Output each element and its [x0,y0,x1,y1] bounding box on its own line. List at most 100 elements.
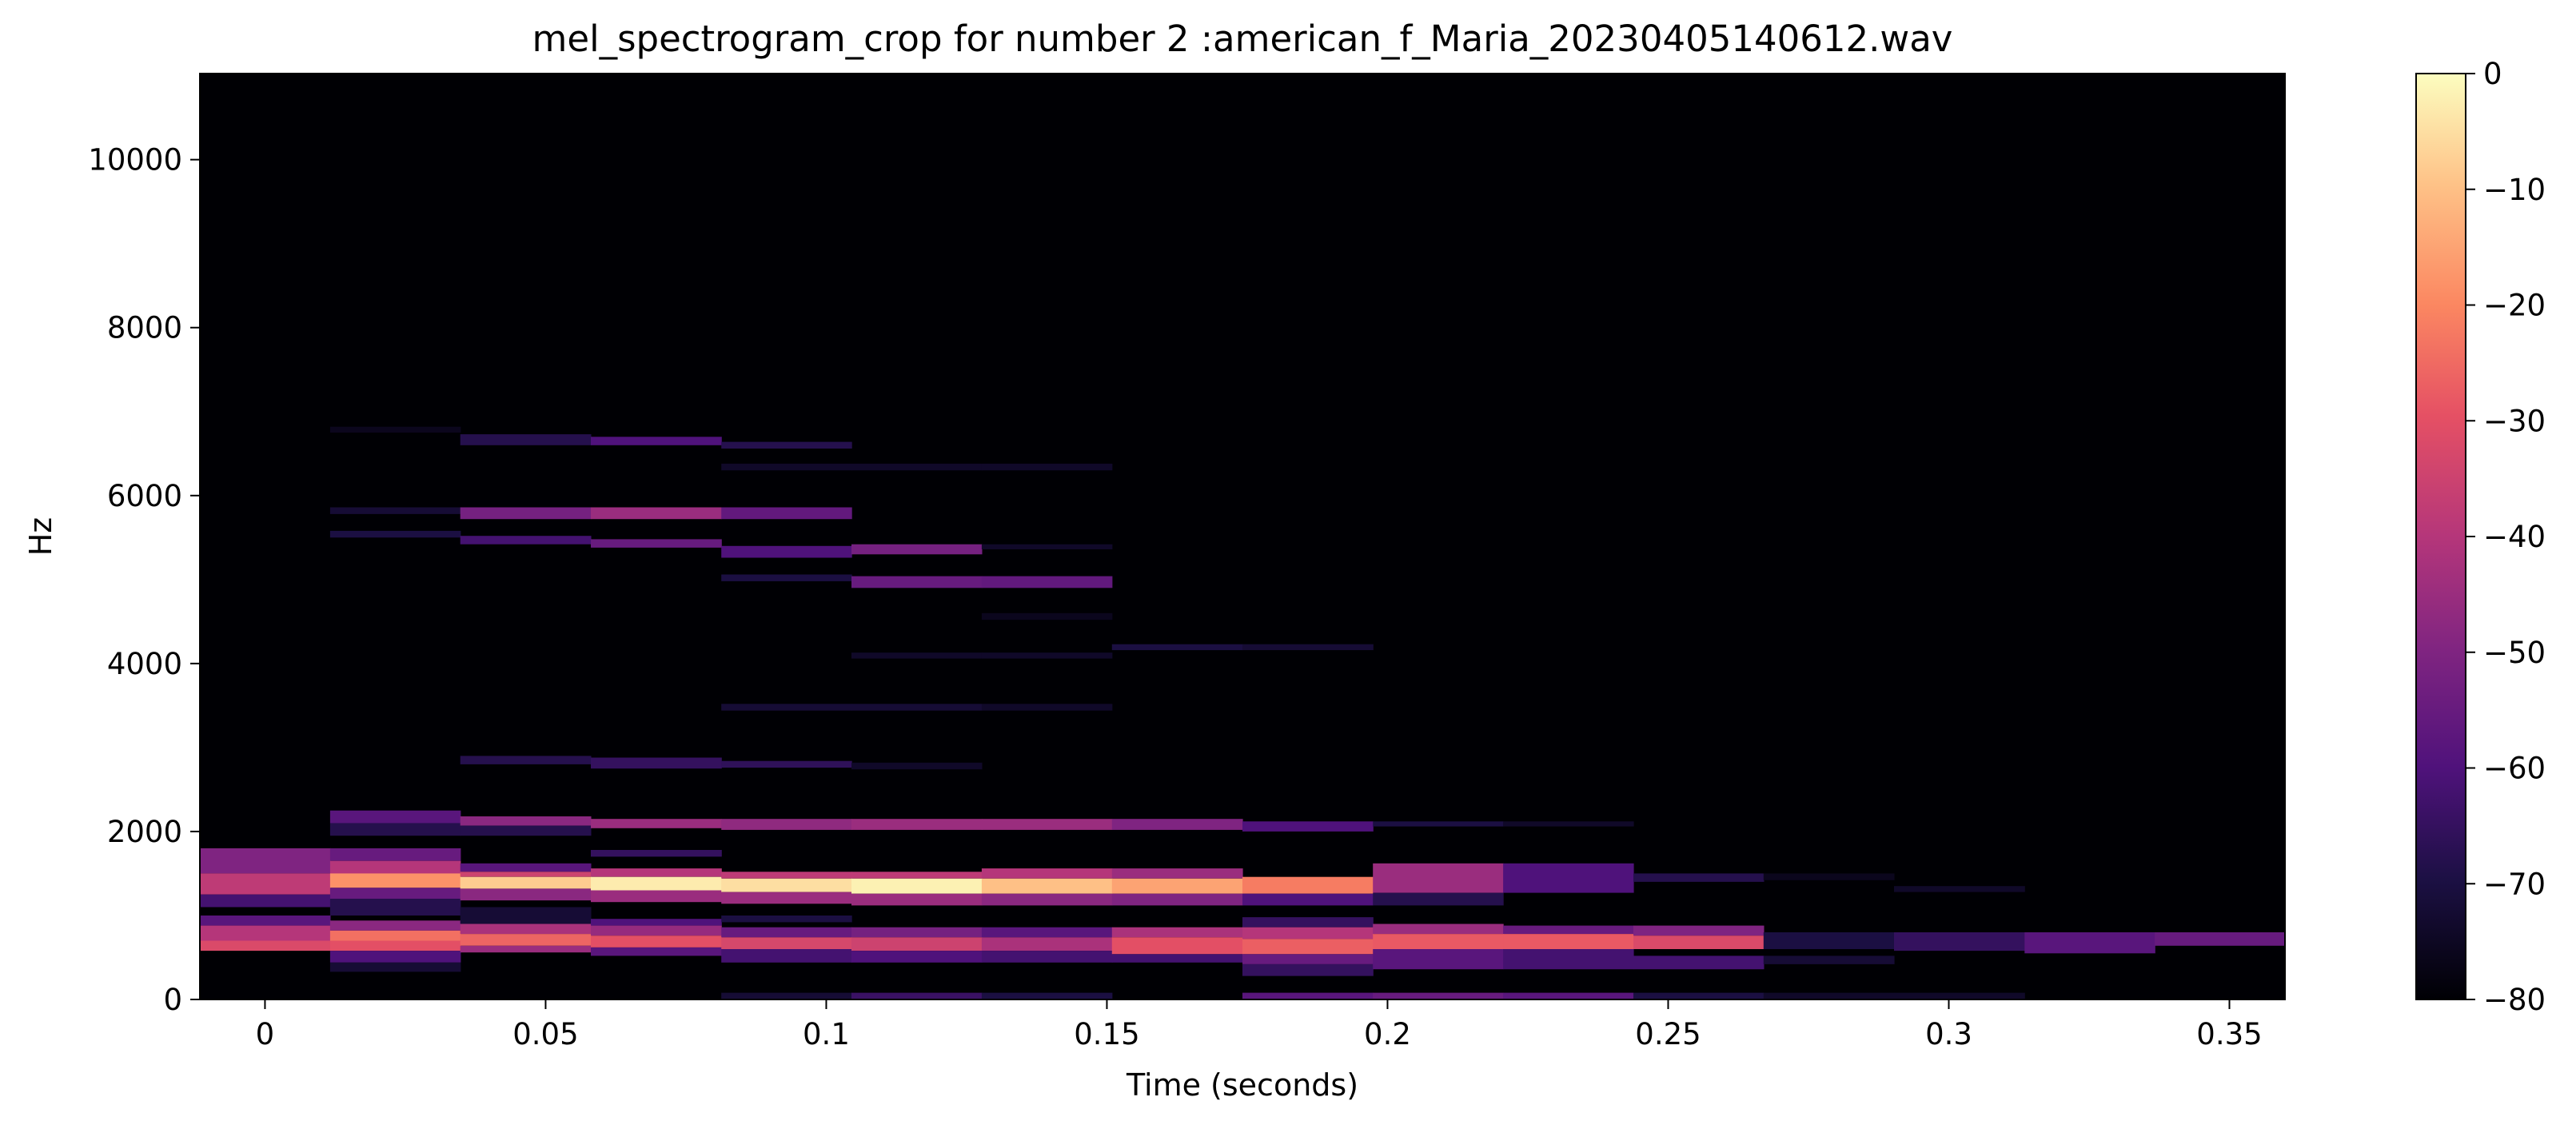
y-tick-label: 0 [163,983,182,1017]
spectrogram-cell [1242,954,1374,964]
spectrogram-cell [1111,819,1243,830]
spectrogram-cell [851,951,983,963]
spectrogram-cell [329,860,461,874]
colorbar-tick-label: −50 [2483,636,2546,670]
spectrogram-cell [1111,937,1243,955]
spectrogram-cell [1242,992,1374,999]
colorbar-tick-label: −70 [2483,867,2546,901]
spectrogram-cell [460,888,592,901]
spectrogram-cell [329,507,461,514]
spectrogram-cell [981,951,1113,963]
spectrogram-cell [1111,954,1243,963]
spectrogram-cell [200,925,331,941]
spectrogram-cell [1894,886,2025,892]
y-tick-label: 8000 [107,311,182,345]
spectrogram-cell [851,463,983,471]
spectrogram-cell [460,924,592,935]
spectrogram-cell [1503,863,1634,893]
y-tick-label: 2000 [107,815,182,849]
spectrogram-cell [851,893,983,906]
spectrogram-cell [200,873,331,895]
spectrogram-cell [460,876,592,889]
spectrogram-cell [329,426,461,433]
spectrogram-cell [721,878,852,892]
colorbar-ticks: 0 −10 −20 −30 −40 −50 −60 −70 −80 [2466,57,2546,1017]
spectrogram-cell [981,878,1113,894]
spectrogram-cell [1242,927,1374,939]
spectrogram-cell [721,992,852,999]
spectrogram-cell [591,890,722,903]
spectrogram-cell [329,530,461,538]
spectrogram-cell [981,868,1113,879]
spectrogram-cell [591,925,722,936]
spectrogram-cell [200,848,331,874]
y-axis-label: Hz [23,517,58,557]
y-tick-label: 10000 [88,143,182,178]
x-tick-label: 0.25 [1635,1017,1701,1051]
spectrogram-cell [1503,821,1634,827]
spectrogram-cell [460,872,592,877]
spectrogram-cell [1763,992,1895,999]
spectrogram-cell [851,872,983,879]
spectrogram-cell [1242,963,1374,976]
spectrogram-cell [851,576,983,588]
chart-title: mel_spectrogram_crop for number 2 :ameri… [532,18,1953,60]
spectrogram-cell [200,916,331,926]
spectrogram-cell [1242,821,1374,832]
spectrogram-cell [1633,925,1765,936]
spectrogram-cell [1503,949,1634,970]
spectrogram-cell [721,927,852,938]
colorbar-tick-label: −80 [2483,983,2546,1017]
spectrogram-cell [329,962,461,972]
spectrogram-cell [721,574,852,581]
spectrogram-cell [981,927,1113,938]
colorbar-tick-label: −30 [2483,404,2546,438]
spectrogram-cell [1633,955,1765,970]
spectrogram-cell [591,919,722,926]
spectrogram-cell [1111,893,1243,906]
colorbar-tick-label: −60 [2483,752,2546,786]
spectrogram-cell [591,437,722,445]
spectrogram-cell [1633,873,1765,882]
spectrogram-cell [981,612,1113,620]
spectrogram-cell [460,907,592,924]
x-tick-label: 0.2 [1364,1017,1411,1051]
spectrogram-cell [591,936,722,947]
spectrogram-cell [981,652,1113,659]
spectrogram-cell [721,760,852,768]
spectrogram-cell [1242,893,1374,906]
spectrogram-cell [851,927,983,938]
spectrogram-cell [1633,936,1765,949]
spectrogram-cell [1111,644,1243,651]
spectrogram-cell [981,544,1113,549]
spectrogram-cell [721,441,852,449]
spectrogram-cell [200,894,331,908]
x-axis-ticks: 0 0.05 0.1 0.15 0.2 0.25 0.3 0.35 [256,999,2263,1051]
spectrogram-cell [591,850,722,857]
spectrogram-cell [721,937,852,949]
spectrogram-cell [329,848,461,861]
spectrogram-cell [1373,992,1504,999]
spectrogram-cell [460,825,592,836]
spectrogram-cell [591,819,722,828]
x-tick-label: 0.1 [803,1017,850,1051]
y-tick-label: 6000 [107,479,182,513]
spectrogram-cell [1503,992,1634,999]
spectrogram-cell [981,937,1113,951]
spectrogram-cell [329,888,461,899]
x-tick-label: 0.35 [2196,1017,2262,1051]
spectrogram-cell [1763,955,1895,964]
spectrogram-cell [1503,934,1634,949]
spectrogram-cell [721,545,852,558]
colorbar-tick-label: −10 [2483,173,2546,207]
spectrogram-cell [721,819,852,830]
spectrogram-cell [200,940,331,951]
plot-frame [199,73,2286,1000]
spectrogram-cell [721,916,852,923]
spectrogram-cell [460,434,592,445]
spectrogram-cell [591,868,722,877]
spectrogram-cell [329,823,461,836]
spectrogram-cell [460,507,592,520]
spectrogram-cell [1633,992,1765,999]
